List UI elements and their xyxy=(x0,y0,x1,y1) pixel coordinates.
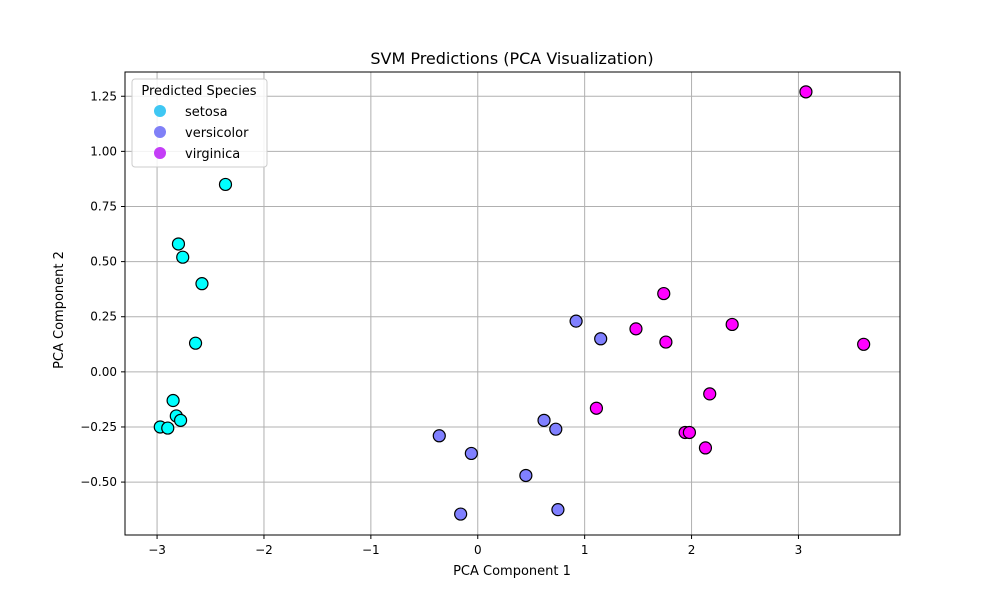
grid-lines xyxy=(125,72,900,535)
point-virginica xyxy=(659,335,673,349)
point-setosa xyxy=(171,237,186,251)
y-tick-label: 0.50 xyxy=(90,255,117,269)
point-virginica xyxy=(725,317,739,332)
y-tick-label: 0.75 xyxy=(90,199,117,213)
x-tick-label: 0 xyxy=(474,543,482,557)
legend-box xyxy=(131,78,268,168)
legend-title: Predicted Species xyxy=(141,84,256,99)
point-virginica xyxy=(703,387,717,401)
point-versicolor xyxy=(569,314,583,328)
legend-label-virginica: virginica xyxy=(185,147,240,162)
y-tick-label: 0.25 xyxy=(90,310,117,324)
point-versicolor xyxy=(551,503,565,517)
point-versicolor xyxy=(464,446,478,461)
y-tick-label: 0.00 xyxy=(90,365,117,379)
x-tick-label: 3 xyxy=(795,543,803,557)
point-virginica xyxy=(682,425,697,440)
point-setosa xyxy=(161,421,175,435)
legend-label-versicolor: versicolor xyxy=(185,126,249,141)
legend-label-setosa: setosa xyxy=(185,105,228,120)
point-setosa xyxy=(218,177,233,192)
point-setosa xyxy=(195,277,209,291)
y-tick-label: 1.00 xyxy=(90,144,117,158)
point-versicolor xyxy=(549,422,563,436)
chart-title: SVM Predictions (PCA Visualization) xyxy=(370,49,653,68)
point-virginica xyxy=(799,85,813,99)
legend-marker-setosa xyxy=(154,105,166,117)
point-versicolor xyxy=(519,468,533,483)
y-axis-ticks: −0.50 −0.25 0.00 0.25 0.50 0.75 1.00 1.25 xyxy=(80,89,125,489)
legend-marker-virginica xyxy=(154,147,166,159)
x-tick-label: 2 xyxy=(688,543,696,557)
y-tick-label: −0.50 xyxy=(80,475,117,489)
x-axis-label: PCA Component 1 xyxy=(453,564,571,579)
y-axis-label: PCA Component 2 xyxy=(52,251,67,369)
point-setosa xyxy=(176,250,190,264)
x-tick-label: −1 xyxy=(362,543,380,557)
y-tick-label: 1.25 xyxy=(90,89,117,103)
point-versicolor xyxy=(537,413,551,427)
legend-marker-versicolor xyxy=(154,126,166,138)
point-virginica xyxy=(698,441,713,455)
point-versicolor xyxy=(594,332,608,346)
y-tick-label: −0.25 xyxy=(80,420,117,434)
data-points xyxy=(153,85,871,521)
point-virginica xyxy=(657,286,671,301)
point-virginica xyxy=(629,322,643,336)
point-setosa xyxy=(188,336,203,350)
plot-area-frame xyxy=(124,71,901,536)
x-axis-ticks: −3 −2 −1 0 1 2 3 xyxy=(148,535,802,557)
point-versicolor xyxy=(432,429,446,443)
point-versicolor xyxy=(454,507,468,521)
point-virginica xyxy=(589,401,604,415)
legend: Predicted Species setosa versicolor virg… xyxy=(131,78,268,168)
x-tick-label: 1 xyxy=(581,543,589,557)
point-setosa xyxy=(166,393,180,408)
x-tick-label: −3 xyxy=(148,543,166,557)
point-setosa xyxy=(173,413,188,427)
x-tick-label: −2 xyxy=(255,543,273,557)
point-virginica xyxy=(857,337,871,351)
